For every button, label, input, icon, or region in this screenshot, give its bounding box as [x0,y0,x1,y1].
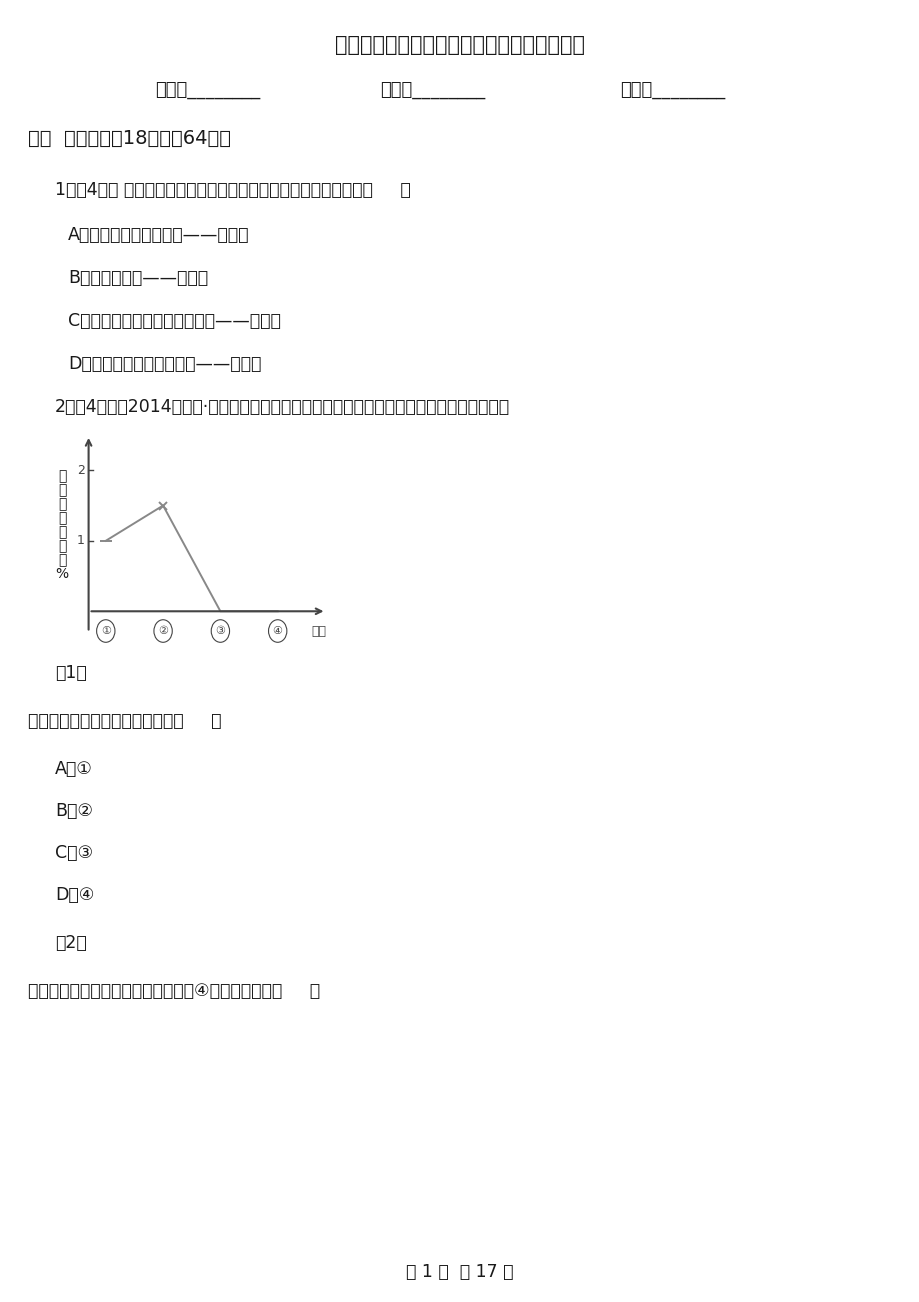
Text: D．④: D．④ [55,885,95,904]
Text: 时间: 时间 [312,625,326,638]
Text: 该国人口数量达到顶峰的时期为（     ）: 该国人口数量达到顶峰的时期为（ ） [28,712,221,730]
Text: 班级：________: 班级：________ [380,81,484,99]
Text: 一、  单选题（共18题；共64分）: 一、 单选题（共18题；共64分） [28,129,231,147]
Text: （1）: （1） [55,664,86,682]
Text: 成绩：________: 成绩：________ [619,81,724,99]
Text: B．②: B．② [55,802,93,820]
Text: 河南省郑州市高一下学期地理第一次月考试卷: 河南省郑州市高一下学期地理第一次月考试卷 [335,35,584,55]
Text: C．中国东部经济发达的大城市——现代型: C．中国东部经济发达的大城市——现代型 [68,312,280,329]
Text: B．德国、芬兰——传统型: B．德国、芬兰——传统型 [68,270,208,286]
Text: 1．（4分） 下列人口再生产类型与其地区分布的配伍，正确的是（     ）: 1．（4分） 下列人口再生产类型与其地区分布的配伍，正确的是（ ） [55,181,410,199]
Text: （2）: （2） [55,934,86,952]
Text: ④: ④ [272,626,282,635]
Text: 下列各国，目前人口发展情况与图示④阶段相似的是（     ）: 下列各国，目前人口发展情况与图示④阶段相似的是（ ） [28,982,320,1000]
Text: A．①: A．① [55,760,93,779]
Text: 第 1 页  共 17 页: 第 1 页 共 17 页 [406,1263,513,1281]
Text: D．南部非洲的大部分国家——现代型: D．南部非洲的大部分国家——现代型 [68,355,261,372]
Text: 姓名：________: 姓名：________ [154,81,260,99]
Text: A．绝大多数发展中国家——原始型: A．绝大多数发展中国家——原始型 [68,227,249,243]
Text: ①: ① [101,626,110,635]
Text: 人
口
自
然
增
长
率
%: 人 口 自 然 增 长 率 % [55,469,69,581]
Text: 1: 1 [76,534,85,547]
Text: 2．（4分）（2014高一下·东莞月考）如图为某国人口自然增长率变化曲线图，据图回答下题: 2．（4分）（2014高一下·东莞月考）如图为某国人口自然增长率变化曲线图，据图… [55,398,509,417]
Text: 2: 2 [76,464,85,477]
Text: ②: ② [158,626,168,635]
Text: C．③: C．③ [55,844,93,862]
Text: ③: ③ [215,626,225,635]
